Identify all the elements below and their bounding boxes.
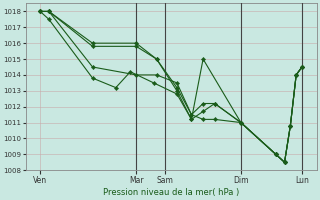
X-axis label: Pression niveau de la mer( hPa ): Pression niveau de la mer( hPa ) bbox=[103, 188, 239, 197]
